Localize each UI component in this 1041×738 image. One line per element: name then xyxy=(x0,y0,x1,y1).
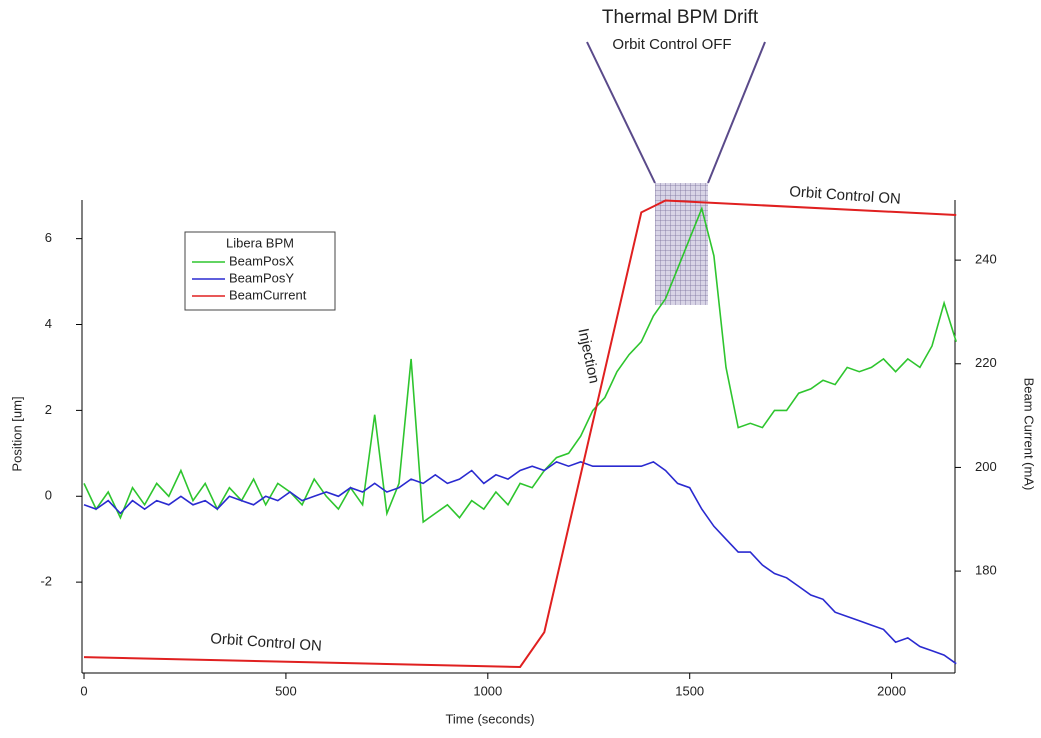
x-tick-label: 2000 xyxy=(877,683,906,698)
y2-axis-label: Beam Current (mA) xyxy=(1022,378,1037,491)
y2-tick-label: 200 xyxy=(975,459,997,474)
y2-tick-label: 240 xyxy=(975,252,997,267)
annotation-line xyxy=(707,41,766,184)
y-axis-label: Position [um] xyxy=(9,396,24,471)
y-tick-label: 2 xyxy=(45,402,52,417)
annotation: Orbit Control ON xyxy=(789,183,902,208)
annotation: Injection xyxy=(574,327,602,385)
legend-label: BeamPosX xyxy=(229,253,294,268)
y-tick-label: -2 xyxy=(40,574,52,589)
y2-tick-label: 180 xyxy=(975,563,997,578)
legend-label: BeamPosY xyxy=(229,270,294,285)
legend-label: BeamCurrent xyxy=(229,287,307,302)
x-tick-label: 1000 xyxy=(473,683,502,698)
series-line xyxy=(83,199,957,669)
drift-region xyxy=(655,183,708,305)
legend-title: Libera BPM xyxy=(226,235,294,250)
annotation: Thermal BPM Drift xyxy=(602,7,759,28)
y-tick-label: 6 xyxy=(45,230,52,245)
y2-tick-label: 220 xyxy=(975,355,997,370)
x-tick-label: 1500 xyxy=(675,683,704,698)
annotation: Orbit Control ON xyxy=(210,630,323,655)
annotation: Orbit Control OFF xyxy=(612,36,731,53)
x-axis-label: Time (seconds) xyxy=(445,711,534,726)
annotation-line xyxy=(586,41,656,184)
series-line xyxy=(83,206,957,524)
y-tick-label: 0 xyxy=(45,488,52,503)
series-line xyxy=(83,461,957,665)
x-tick-label: 0 xyxy=(80,683,87,698)
y-tick-label: 4 xyxy=(45,316,52,331)
legend-box xyxy=(184,231,336,311)
x-tick-label: 500 xyxy=(275,683,297,698)
